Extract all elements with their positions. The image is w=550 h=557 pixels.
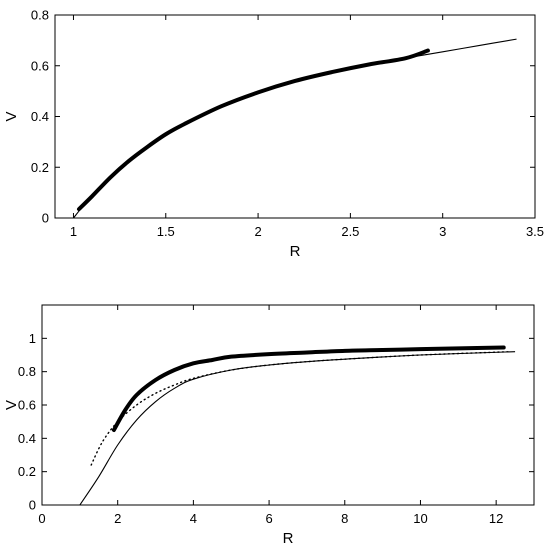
x-tick-label: 12 [489,511,503,526]
y-tick-label: 0.4 [18,431,36,446]
y-tick-label: 1 [29,331,36,346]
chart-top: 1 1.5 2 2.5 3 3.5 0 0.2 0.4 0.6 0.8 R V [3,8,544,261]
series-line-thick-solid [77,48,430,212]
y-tick-label: 0.2 [31,160,49,175]
chart-bottom: 0 2 4 6 8 10 12 0 0.2 0.4 0.6 0.8 1 R V [3,304,535,547]
y-tick-label: 0.6 [31,58,49,73]
y-tick-label: 0.6 [18,398,36,413]
y-tick-label: 0.4 [31,109,49,124]
x-tick-label: 10 [413,511,427,526]
y-tick-label: 0 [42,211,49,226]
series-line-dotted [90,350,512,466]
series-group [73,38,517,218]
series-line-thin-solid [79,351,516,505]
x-tick-label: 6 [265,511,272,526]
y-tick-label: 0.2 [18,464,36,479]
x-tick-label: 3.5 [526,224,544,239]
y-axis-label: V [3,400,20,410]
y-axis-label: V [3,111,20,121]
y-tick-label: 0.8 [31,8,49,23]
y-tick-label: 0.8 [18,364,36,379]
series-line-thin-solid [73,38,517,218]
x-tick-label: 1.5 [157,224,175,239]
y-tick-label: 0 [29,498,36,513]
x-axis-label: R [283,530,294,547]
x-tick-label: 3 [439,224,446,239]
series-group [79,345,516,505]
series-line-thick-solid [111,345,506,432]
x-tick-label: 1 [70,224,77,239]
x-tick-label: 0 [38,511,45,526]
x-tick-label: 4 [190,511,197,526]
plot-frame [54,14,536,219]
x-axis-label: R [290,243,301,260]
plot-frame [41,304,535,506]
x-tick-label: 2 [114,511,121,526]
x-tick-label: 8 [341,511,348,526]
x-tick-label: 2 [254,224,261,239]
x-tick-label: 2.5 [341,224,359,239]
